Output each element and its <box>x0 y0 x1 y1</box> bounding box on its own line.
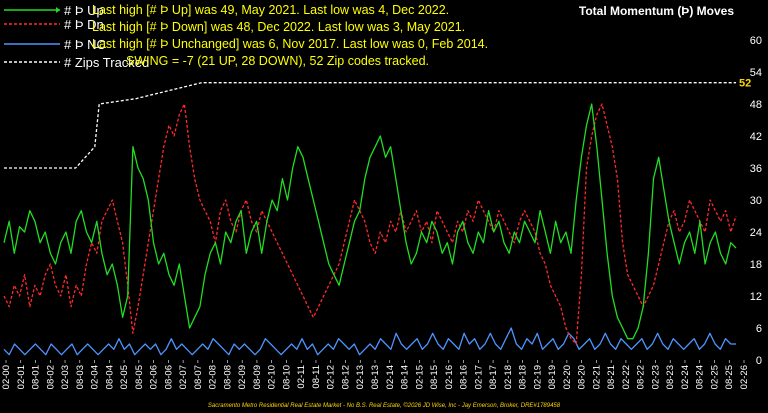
y-tick-label-5: 30 <box>750 195 762 207</box>
x-tick-label-18: 02-10 <box>267 365 278 389</box>
y-tick-label-4: 24 <box>750 227 762 239</box>
x-tick-label-32: 02-17 <box>473 365 484 389</box>
y-tick-label-7: 42 <box>750 131 762 143</box>
x-tick-label-28: 02-15 <box>414 365 425 389</box>
x-tick-label-2: 08-01 <box>31 365 42 389</box>
x-tick-label-16: 02-09 <box>237 365 248 389</box>
x-tick-label-31: 08-16 <box>459 365 470 389</box>
x-tick-label-46: 02-24 <box>680 365 691 389</box>
y-tick-label-8: 48 <box>750 99 762 111</box>
x-tick-label-13: 08-07 <box>193 365 204 389</box>
y-tick-label-0: 0 <box>756 355 762 367</box>
x-tick-label-6: 02-04 <box>90 365 101 389</box>
legend-swatch-up <box>4 7 60 13</box>
legend-label-up: # Þ Up <box>64 2 104 18</box>
x-tick-label-23: 08-12 <box>340 365 351 389</box>
x-tick-label-43: 08-22 <box>636 365 647 389</box>
y-tick-label-2: 12 <box>750 291 762 303</box>
x-tick-label-35: 08-18 <box>518 365 529 389</box>
y-tick-label-1: 6 <box>756 323 762 335</box>
x-tick-label-12: 02-07 <box>178 365 189 389</box>
zips-end-label: 52 <box>739 78 751 90</box>
swing-note: SWING = -7 (21 UP, 28 DOWN), 52 Zip code… <box>126 54 429 68</box>
y-axis-ticks: 0 6 12 18 24 30 36 42 48 54 60 <box>750 35 762 367</box>
x-tick-label-30: 02-16 <box>444 365 455 389</box>
x-tick-label-39: 08-20 <box>577 365 588 389</box>
x-tick-label-24: 02-13 <box>355 365 366 389</box>
legend-label-nc: # Þ NC <box>64 36 106 52</box>
x-tick-label-42: 02-22 <box>621 365 632 389</box>
legend-item-zips: # Zips Tracked <box>4 53 149 71</box>
legend-item-nc: # Þ NC <box>4 35 106 53</box>
x-tick-label-1: 02-01 <box>16 365 27 389</box>
y-tick-label-9: 54 <box>750 67 762 79</box>
x-tick-label-33: 08-17 <box>488 365 499 389</box>
x-tick-label-21: 08-11 <box>311 365 322 389</box>
x-axis-ticks: 02-00 02-01 08-01 08-02 02-03 08-03 02-04 08-04… <box>1 360 750 389</box>
legend-swatch-zips <box>4 61 60 63</box>
x-tick-label-29: 08-15 <box>429 365 440 389</box>
x-tick-label-47: 08-24 <box>695 365 706 389</box>
x-tick-label-20: 02-11 <box>296 365 307 389</box>
x-tick-label-34: 02-18 <box>503 365 514 389</box>
legend-swatch-nc <box>4 43 60 45</box>
chart-title: Total Momentum (Þ) Moves <box>578 4 734 18</box>
legend-swatch-dn <box>4 23 60 25</box>
x-tick-label-4: 02-03 <box>60 365 71 389</box>
x-tick-label-40: 02-21 <box>591 365 602 389</box>
y-tick-label-3: 18 <box>750 259 762 271</box>
x-tick-label-48: 02-25 <box>709 365 720 389</box>
series-line-1 <box>3 103 737 345</box>
x-tick-label-41: 08-21 <box>606 365 617 389</box>
x-tick-label-0: 02-00 <box>1 365 12 389</box>
x-tick-label-22: 02-12 <box>326 365 337 389</box>
series-line-2 <box>3 327 736 356</box>
legend-item-up: # Þ Up <box>4 1 104 19</box>
x-tick-label-49: 08-25 <box>724 365 735 389</box>
footer: Sacramento Metro Residential Real Estate… <box>207 403 561 409</box>
x-tick-label-11: 08-06 <box>163 365 174 389</box>
x-tick-label-50: 02-26 <box>739 365 750 389</box>
dn-note: Last high [# Þ Down] was 48, Dec 2022. L… <box>92 20 466 34</box>
x-tick-label-5: 08-03 <box>75 365 86 389</box>
x-tick-label-37: 08-19 <box>547 365 558 389</box>
nc-note: Last high [# Þ Unchanged] was 6, Nov 201… <box>92 37 489 51</box>
x-tick-label-15: 08-08 <box>222 365 233 389</box>
x-tick-label-27: 08-14 <box>400 365 411 389</box>
x-tick-label-7: 08-04 <box>104 365 115 389</box>
x-tick-label-10: 02-06 <box>149 365 160 389</box>
x-tick-label-17: 08-09 <box>252 365 263 389</box>
y-tick-label-10: 60 <box>750 35 762 47</box>
series-line-0 <box>3 103 737 340</box>
x-tick-label-44: 02-23 <box>650 365 661 389</box>
x-tick-label-3: 08-02 <box>45 365 56 389</box>
legend-label-dn: # Þ Dn <box>64 16 104 32</box>
x-tick-label-14: 02-08 <box>208 365 219 389</box>
series-layer <box>3 82 737 356</box>
legend-item-dn: # Þ Dn <box>4 15 104 33</box>
up-note: Last high [# Þ Up] was 49, May 2021. Las… <box>92 3 450 17</box>
x-tick-label-8: 02-05 <box>119 365 130 389</box>
x-tick-label-38: 02-20 <box>562 365 573 389</box>
x-tick-label-9: 08-05 <box>134 365 145 389</box>
x-tick-label-19: 08-10 <box>281 365 292 389</box>
x-tick-label-25: 08-13 <box>370 365 381 389</box>
y-tick-label-6: 36 <box>750 163 762 175</box>
x-tick-label-26: 02-14 <box>385 365 396 389</box>
x-tick-label-45: 08-23 <box>665 365 676 389</box>
series-line-3 <box>4 82 736 169</box>
x-tick-label-36: 02-19 <box>532 365 543 389</box>
legend-label-zips: # Zips Tracked <box>64 54 150 70</box>
